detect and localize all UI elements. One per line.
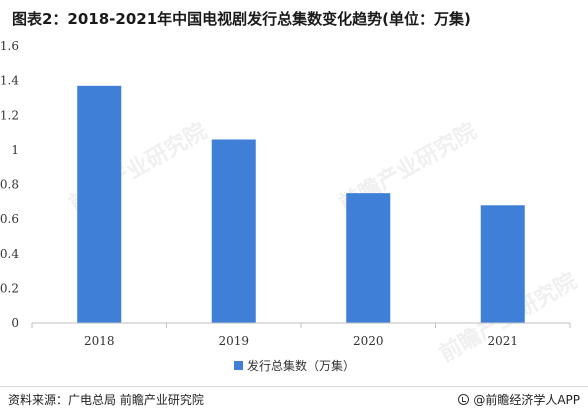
x-tick-label: 2020 — [353, 334, 384, 348]
brand-logo-icon — [458, 394, 470, 405]
legend: 发行总集数（万集） — [234, 358, 355, 373]
bars — [77, 85, 525, 323]
y-tick-label: 0.8 — [0, 178, 19, 192]
bar-2020 — [346, 193, 391, 323]
x-tick-label: 2021 — [487, 334, 518, 348]
y-tick-label: 0.6 — [0, 212, 19, 226]
brand-credit: @前瞻经济学人APP — [458, 391, 580, 408]
chart-title: 图表2：2018-2021年中国电视剧发行总集数变化趋势(单位：万集) — [12, 10, 471, 28]
y-tick-label: 1.2 — [0, 108, 19, 122]
y-tick-label: 0.4 — [0, 247, 19, 261]
brand-credit-text: @前瞻经济学人APP — [473, 393, 580, 407]
bar-chart: 0 0.2 0.4 0.6 0.8 1 1.2 1.4 1.6 2018 2019 2020 2021… — [0, 39, 571, 373]
legend-swatch — [234, 361, 243, 370]
y-tick-label: 1 — [11, 143, 19, 157]
y-tick-label: 1.6 — [0, 39, 19, 53]
x-tick-label: 2019 — [218, 334, 249, 348]
x-tick-label: 2018 — [84, 334, 115, 348]
x-axis-ticks: 2018 2019 2020 2021 — [31, 323, 571, 348]
footer-divider — [0, 386, 588, 387]
y-axis-ticks: 0 0.2 0.4 0.6 0.8 1 1.2 1.4 1.6 — [0, 39, 19, 330]
y-tick-label: 1.4 — [0, 74, 19, 88]
source-note: 资料来源：广电总局 前瞻产业研究院 — [8, 393, 204, 407]
bar-2019 — [211, 139, 256, 323]
legend-label: 发行总集数（万集） — [247, 358, 355, 373]
y-tick-label: 0.2 — [0, 281, 19, 295]
bar-2018 — [77, 85, 122, 323]
y-tick-label: 0 — [11, 316, 19, 330]
bar-2021 — [480, 205, 525, 323]
